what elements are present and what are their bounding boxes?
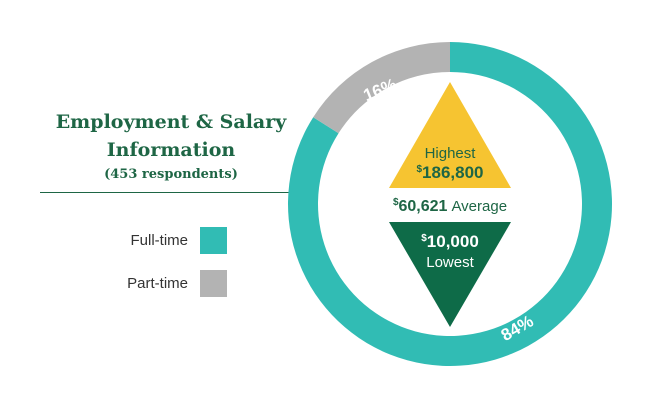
legend-label-parttime: Part-time xyxy=(127,274,188,292)
average-value: $60,621 Average xyxy=(393,197,507,215)
highest-triangle xyxy=(389,82,511,188)
lowest-triangle xyxy=(389,222,511,327)
lowest-value: $10,000 xyxy=(421,232,479,251)
chart-title-line1: Employment & Salary xyxy=(55,111,287,133)
highest-value: $186,800 xyxy=(416,163,483,182)
title-divider xyxy=(40,192,300,193)
legend-item-fulltime: Full-time xyxy=(100,226,227,254)
lowest-label: Lowest xyxy=(426,254,474,271)
legend-swatch-parttime xyxy=(200,269,227,297)
legend-label-fulltime: Full-time xyxy=(130,231,188,249)
legend-swatch-fulltime xyxy=(200,226,227,254)
donut-slices xyxy=(288,41,612,366)
legend-item-parttime: Part-time xyxy=(100,269,227,297)
donut-slice-parttime xyxy=(313,41,450,134)
chart-title-line2: Information xyxy=(106,139,236,161)
highest-label: Highest xyxy=(425,145,477,162)
chart-title: Employment & Salary Information xyxy=(40,108,302,164)
chart-subtitle: (453 respondents) xyxy=(104,167,238,182)
